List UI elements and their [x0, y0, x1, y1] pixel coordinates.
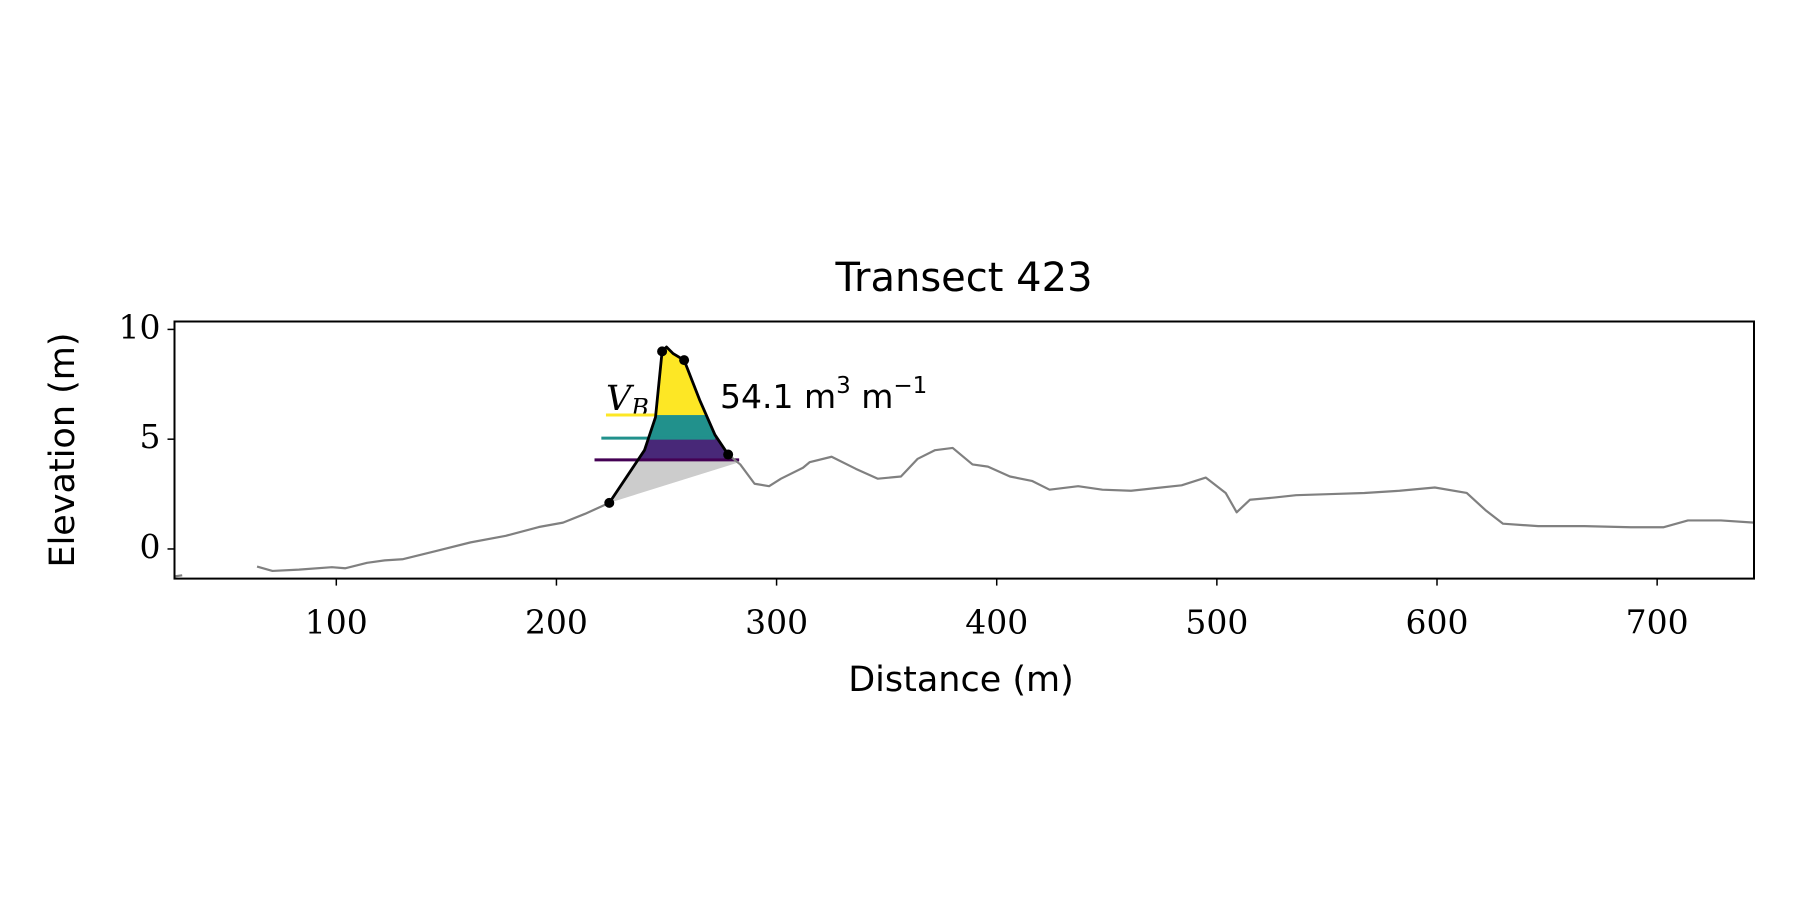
y-tick-label: 10	[119, 307, 161, 346]
symbol-sub: B	[630, 394, 649, 422]
x-tick-label: 700	[1626, 603, 1689, 642]
plot-frame	[173, 320, 1755, 580]
y-axis-label: Elevation (m)	[43, 332, 83, 567]
x-tick-label: 500	[1185, 603, 1248, 642]
annotation-volume: 54.1 m3 m−1	[720, 373, 927, 416]
marker	[679, 355, 690, 366]
chart-title: Transect 423	[834, 255, 1092, 301]
x-tick-label: 200	[525, 603, 588, 642]
symbol: V	[606, 379, 635, 419]
marker	[723, 449, 734, 460]
dune-line	[608, 345, 730, 504]
marker	[657, 346, 668, 357]
profile-line	[174, 345, 1754, 578]
x-tick-label: 100	[305, 603, 368, 642]
y-tick-label: 0	[140, 527, 161, 566]
x-tick-label: 400	[965, 603, 1028, 642]
marker	[604, 497, 615, 508]
x-tick-label: 300	[745, 603, 808, 642]
sup: 3	[836, 373, 851, 399]
x-axis-label: Distance (m)	[848, 660, 1074, 700]
volume: 54.1 m	[720, 377, 836, 416]
unit: m	[851, 377, 894, 416]
y-tick-label: 5	[140, 417, 161, 456]
x-tick-label: 600	[1405, 603, 1468, 642]
sup: −1	[893, 373, 927, 399]
